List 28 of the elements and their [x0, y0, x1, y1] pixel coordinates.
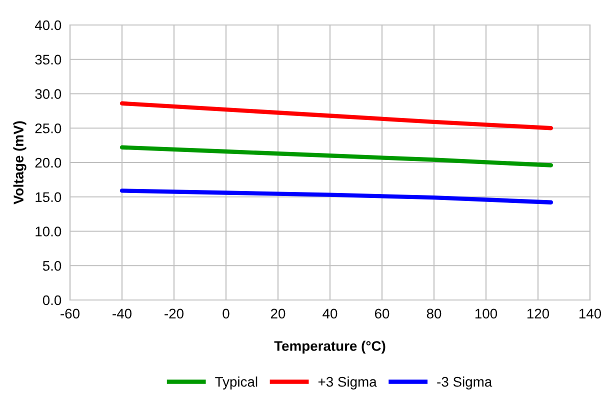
legend-label: +3 Sigma	[318, 376, 377, 390]
y-axis-title: Voltage (mV)	[13, 121, 26, 204]
y-tick-label: 30.0	[35, 89, 62, 99]
y-tick-label: 15.0	[36, 192, 62, 202]
y-tick-label: 10.0	[36, 226, 62, 236]
y-tick-label: 20.0	[35, 158, 62, 168]
y-tick-label: 25.0	[35, 123, 62, 134]
x-tick-label: 0	[222, 308, 230, 319]
x-tick-label: 100	[475, 308, 498, 319]
y-tick-label: 40.0	[34, 20, 62, 30]
x-tick-label: 60	[374, 308, 390, 319]
legend-label: Typical	[215, 376, 258, 390]
x-tick-label: 20	[270, 308, 286, 319]
line-series	[120, 145, 554, 168]
x-tick-label: -40	[112, 308, 132, 319]
x-tick-label: 120	[527, 308, 550, 319]
x-tick-label: 140	[579, 308, 601, 319]
x-tick-label: -60	[60, 308, 80, 319]
x-tick-label: -20	[164, 308, 184, 319]
y-tick-label: 35.0	[35, 54, 62, 65]
legend-label: -3 Sigma	[437, 376, 492, 390]
line-series	[120, 101, 554, 130]
x-axis-title: Temperature (°C)	[274, 340, 386, 354]
x-tick-label: 80	[426, 308, 442, 319]
x-tick-label: 40	[322, 308, 338, 319]
y-tick-label: 0.0	[42, 295, 62, 306]
y-tick-label: 5.0	[42, 260, 62, 271]
line-series	[120, 188, 554, 204]
